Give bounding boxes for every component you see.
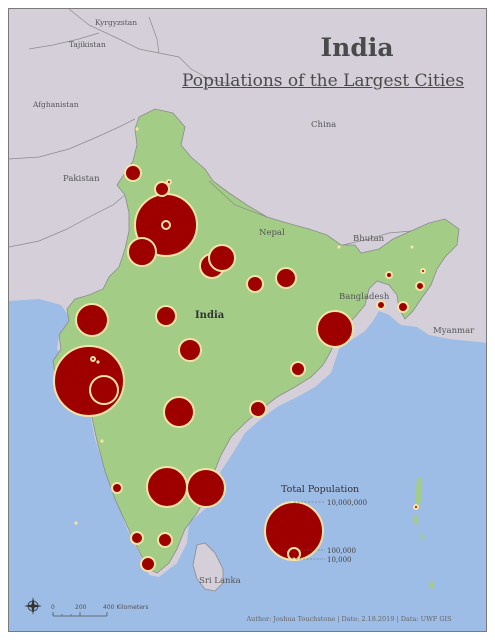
label-bhutan: Bhutan [353, 234, 385, 244]
city-symbol [385, 271, 393, 279]
small-city-markers [74, 127, 414, 525]
label-pakistan: Pakistan [63, 174, 100, 184]
map-frame: Kyrgyzstan Tajikistan Afghanistan Pakist… [8, 8, 487, 632]
city-symbol [415, 281, 425, 291]
city-symbol [246, 275, 264, 293]
city-symbol [146, 466, 188, 508]
city-symbol [111, 482, 123, 494]
label-bangladesh: Bangladesh [339, 292, 390, 302]
map-title: India [320, 33, 394, 62]
city-symbol [124, 164, 142, 182]
legend-value-large: 10,000,000 [327, 499, 367, 507]
scale-label-mid: 200 [75, 604, 87, 611]
map-credits: Author: Joshua Touchstone | Date: 2.18.2… [246, 615, 452, 623]
city-symbol [140, 556, 156, 572]
map-canvas: Kyrgyzstan Tajikistan Afghanistan Pakist… [9, 9, 486, 631]
label-nepal: Nepal [259, 228, 285, 238]
city-symbol [166, 179, 172, 185]
city-symbol [155, 305, 177, 327]
city-symbol [127, 237, 157, 267]
scale-label-zero: 0 [51, 604, 55, 611]
legend-value-small: 10,000 [327, 556, 352, 564]
label-china: China [311, 120, 336, 130]
legend: Total Population 10,000,000 100,000 10,0… [264, 484, 367, 564]
city-symbol [208, 244, 236, 272]
city-symbol [154, 181, 170, 197]
sri-lanka [192, 542, 224, 592]
city-symbol [100, 439, 104, 443]
city-symbol [135, 127, 139, 131]
indian-ocean [9, 299, 486, 631]
scale-bar: 0 200 400 Kilometers [51, 604, 148, 617]
city-symbol [410, 245, 414, 249]
city-symbol [161, 220, 171, 230]
city-symbol [397, 301, 409, 313]
city-symbol [89, 375, 119, 405]
legend-title: Total Population [281, 484, 359, 495]
city-symbol [74, 521, 78, 525]
scale-label-end: 400 Kilometers [103, 604, 148, 611]
city-symbol [290, 361, 306, 377]
city-symbol [75, 303, 109, 337]
label-tajikistan: Tajikistan [69, 40, 106, 49]
map-subtitle: Populations of the Largest Cities [181, 71, 465, 91]
city-symbols [53, 164, 426, 572]
city-symbol [186, 468, 226, 508]
city-symbol [337, 245, 341, 249]
city-symbol [413, 504, 419, 510]
city-symbol [249, 400, 267, 418]
city-symbol [163, 396, 195, 428]
city-symbol [157, 532, 173, 548]
city-symbol [376, 300, 386, 310]
city-symbol [90, 356, 96, 362]
legend-symbol-small [292, 557, 296, 561]
label-sri-lanka: Sri Lanka [199, 576, 241, 586]
city-symbol [130, 531, 144, 545]
city-symbol [96, 360, 100, 364]
legend-value-medium: 100,000 [327, 547, 356, 555]
label-myanmar: Myanmar [433, 326, 475, 336]
label-kyrgyzstan: Kyrgyzstan [95, 18, 137, 27]
city-symbol [275, 267, 297, 289]
label-india: India [195, 310, 225, 321]
city-symbol [316, 310, 354, 348]
city-symbol [420, 268, 426, 274]
label-afghanistan: Afghanistan [32, 100, 79, 109]
country-borders [9, 9, 412, 248]
city-symbol [178, 338, 202, 362]
